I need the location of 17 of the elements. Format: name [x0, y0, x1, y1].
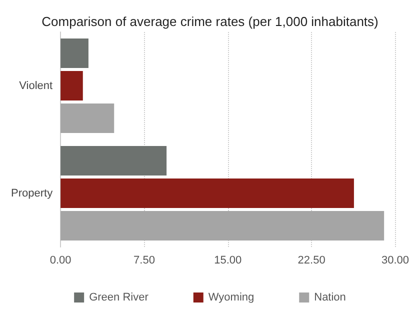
- legend-label: Green River: [89, 292, 149, 304]
- bar: [60, 70, 83, 101]
- y-tick-label: Violent: [19, 80, 53, 92]
- x-tick-label: 30.00: [381, 254, 409, 266]
- legend-label: Wyoming: [208, 292, 254, 304]
- y-tick-label: Property: [10, 187, 54, 200]
- bar: [60, 210, 384, 241]
- bar: [60, 178, 354, 208]
- legend-label: Nation: [314, 292, 346, 304]
- bar: [60, 38, 88, 68]
- x-tick-label: 15.00: [214, 254, 242, 266]
- x-tick-label: 0.00: [50, 254, 72, 266]
- x-tick-label: 22.50: [298, 254, 326, 266]
- bar: [60, 146, 167, 176]
- x-tick-label: 7.50: [134, 254, 155, 266]
- bar: [60, 103, 114, 134]
- chart-title: Comparison of average crime rates (per 1,000 inhabitants): [42, 14, 378, 29]
